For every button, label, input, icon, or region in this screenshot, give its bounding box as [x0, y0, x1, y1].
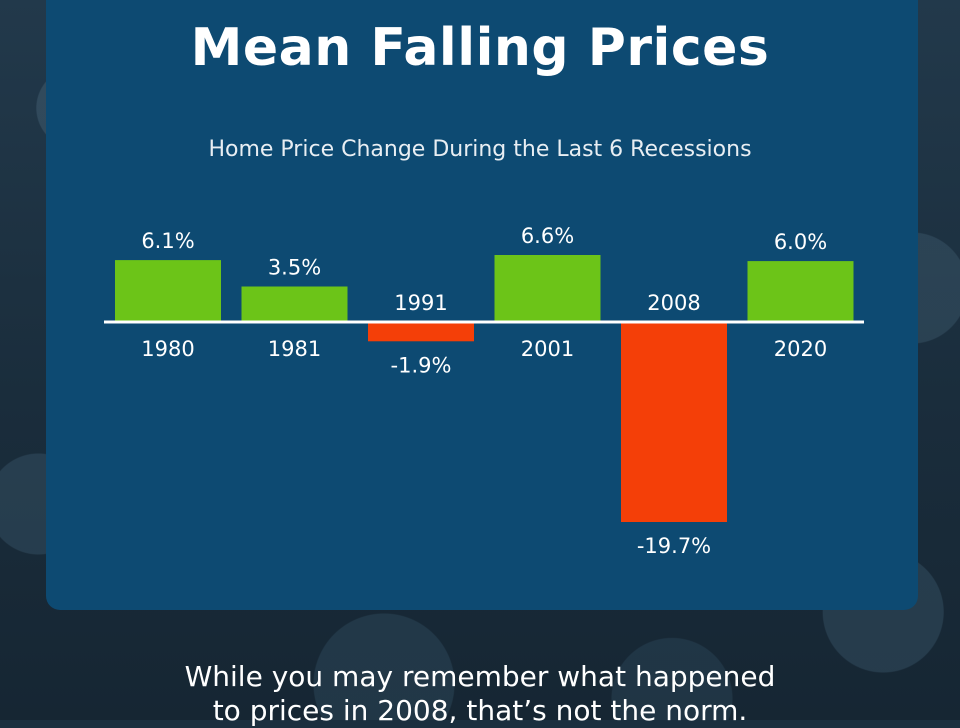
data-label-2020: 6.0% [774, 230, 827, 254]
caption-line-1: While you may remember what happened [184, 660, 776, 693]
category-label-2008: 2008 [647, 291, 700, 315]
chart-title: Home Price Change During the Last 6 Rece… [208, 137, 752, 162]
caption-text: While you may remember what happened to … [0, 660, 960, 728]
bar-2020 [747, 261, 854, 322]
caption-line-2: to prices in 2008, that’s not the norm. [212, 694, 748, 727]
data-label-2001: 6.6% [521, 224, 574, 248]
data-label-1981: 3.5% [268, 256, 321, 280]
page-title: Mean Falling Prices [190, 18, 770, 78]
bar-2008 [621, 322, 727, 522]
data-label-1980: 6.1% [141, 229, 194, 253]
data-label-2008: -19.7% [637, 534, 711, 558]
bar-1980 [115, 260, 221, 322]
category-label-1980: 1980 [141, 337, 194, 361]
category-label-2001: 2001 [521, 337, 574, 361]
data-label-1991: -1.9% [391, 353, 452, 377]
bar-1991 [368, 322, 474, 342]
category-label-1981: 1981 [268, 337, 321, 361]
bar-2001 [494, 255, 601, 322]
bar-1981 [241, 286, 348, 322]
category-label-1991: 1991 [394, 291, 447, 315]
category-label-2020: 2020 [774, 337, 827, 361]
